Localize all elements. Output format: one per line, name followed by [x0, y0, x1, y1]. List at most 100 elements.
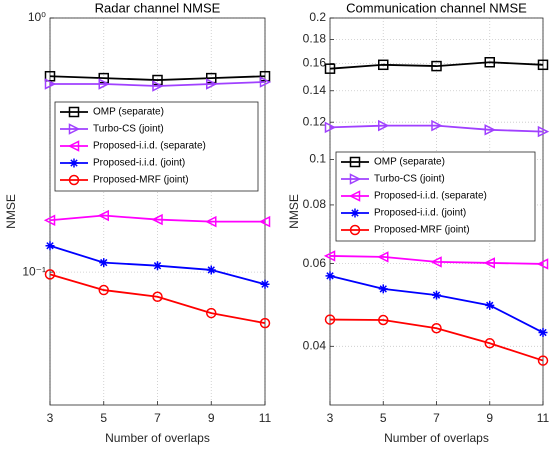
y-tick-label: 10⁰	[28, 10, 46, 24]
marker	[324, 121, 337, 134]
marker	[98, 78, 110, 90]
marker	[349, 156, 361, 168]
marker	[68, 174, 80, 186]
y-tick-label: 10⁻¹	[22, 264, 46, 278]
marker	[43, 214, 56, 226]
x-axis-label: Number of overlaps	[384, 431, 489, 445]
marker	[97, 209, 109, 222]
marker	[152, 80, 164, 92]
marker	[153, 261, 162, 271]
series-line	[49, 75, 266, 81]
legend-label: Proposed-i.i.d. (joint)	[93, 158, 185, 169]
marker	[260, 279, 270, 289]
marker	[205, 215, 217, 228]
series-line	[49, 214, 265, 223]
series-line	[50, 81, 266, 87]
y-tick-label: 0.08	[303, 197, 327, 211]
marker	[538, 328, 548, 338]
marker	[378, 119, 390, 132]
chart-title: Communication channel NMSE	[346, 0, 527, 15]
y-tick-label: 0.04	[303, 338, 327, 352]
axes-box	[49, 17, 266, 406]
legend-label: Proposed-i.i.d. (separate)	[374, 191, 487, 202]
series-line	[329, 318, 544, 362]
x-tick-label: 3	[47, 411, 54, 425]
y-axis-label: NMSE	[4, 194, 18, 229]
marker	[349, 224, 361, 236]
marker	[349, 173, 362, 185]
marker	[431, 119, 443, 132]
x-tick-label: 7	[154, 411, 161, 425]
marker	[324, 314, 336, 325]
marker	[44, 78, 57, 90]
marker	[68, 123, 81, 135]
legend-label: Turbo-CS (joint)	[374, 174, 445, 185]
legend-label: Turbo-CS (joint)	[93, 124, 164, 135]
marker	[483, 257, 495, 269]
marker	[378, 59, 389, 71]
marker	[99, 258, 109, 268]
y-tick-label: 0.14	[303, 83, 327, 97]
marker	[484, 56, 495, 68]
y-tick-label: 0.16	[303, 56, 327, 70]
marker	[67, 140, 80, 152]
x-axis-label: Number of overlaps	[105, 431, 210, 445]
marker	[484, 338, 495, 349]
marker	[537, 59, 549, 71]
x-tick-label: 5	[100, 411, 107, 425]
marker	[324, 63, 336, 74]
marker	[325, 271, 335, 281]
marker	[45, 241, 55, 251]
marker	[350, 208, 360, 218]
marker	[485, 300, 495, 310]
marker	[378, 284, 388, 294]
marker	[69, 158, 79, 168]
marker	[432, 290, 441, 300]
marker	[44, 269, 56, 280]
marker	[206, 265, 216, 275]
marker	[152, 291, 163, 303]
marker	[44, 70, 56, 82]
y-tick-label: 0.2	[309, 10, 326, 24]
marker	[431, 60, 442, 72]
y-tick-label: 0.12	[303, 114, 327, 128]
marker	[151, 213, 163, 226]
marker	[348, 190, 361, 202]
legend-box	[54, 101, 259, 192]
marker	[98, 72, 109, 84]
x-tick-label: 5	[380, 411, 387, 425]
legend-label: Proposed-MRF (joint)	[374, 225, 470, 236]
x-tick-label: 11	[259, 411, 272, 425]
x-tick-label: 11	[537, 411, 550, 425]
marker	[259, 317, 271, 329]
series-line	[329, 124, 544, 133]
marker	[206, 78, 218, 90]
marker	[484, 124, 496, 136]
series-line	[329, 255, 544, 265]
marker	[258, 215, 271, 228]
marker	[206, 307, 217, 319]
series-line	[49, 273, 266, 325]
legend-label: Proposed-i.i.d. (joint)	[374, 208, 466, 219]
marker	[536, 258, 549, 270]
legend-label: Proposed-MRF (joint)	[93, 175, 189, 186]
marker	[323, 250, 336, 262]
legend-label: Proposed-i.i.d. (separate)	[93, 141, 206, 152]
series-line	[329, 61, 544, 70]
marker	[537, 125, 550, 138]
marker	[259, 70, 271, 82]
y-axis-label: NMSE	[287, 194, 301, 229]
chart-title: Radar channel NMSE	[95, 0, 221, 15]
axes-box	[329, 17, 544, 406]
marker	[378, 314, 389, 326]
x-tick-label: 9	[208, 411, 215, 425]
marker	[431, 323, 442, 334]
y-tick-label: 0.06	[303, 256, 327, 270]
legend-box	[335, 151, 536, 242]
y-tick-label: 0.18	[303, 32, 327, 46]
legend-label: OMP (separate)	[374, 157, 445, 168]
x-tick-label: 9	[486, 411, 493, 425]
marker	[537, 355, 549, 366]
marker	[430, 256, 442, 268]
